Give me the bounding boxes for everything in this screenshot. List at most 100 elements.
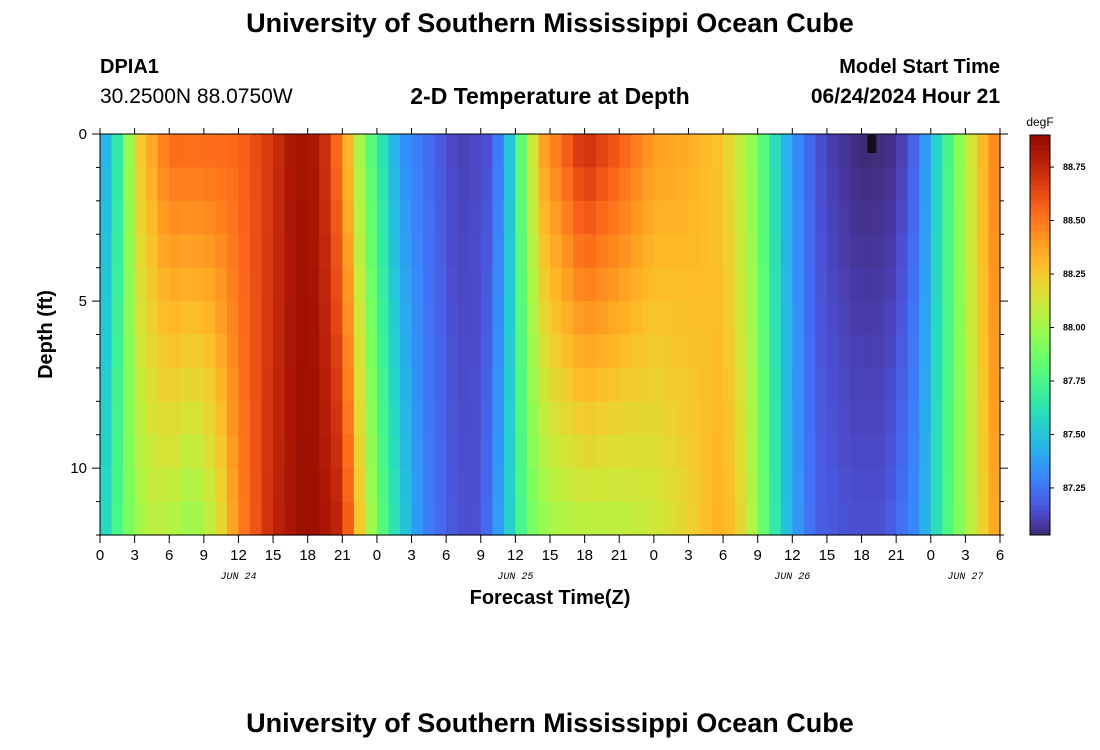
heatmap-cell (157, 134, 170, 169)
heatmap-cell (503, 334, 516, 369)
colorbar-segment (1030, 285, 1050, 291)
heatmap-cell (111, 267, 124, 302)
heatmap-cell (942, 234, 955, 269)
heatmap-cell (665, 267, 678, 302)
heatmap-cell (746, 134, 759, 169)
heatmap-cell (134, 167, 147, 202)
heatmap-cell (607, 167, 620, 202)
heatmap-cell (607, 367, 620, 402)
heatmap-cell (896, 401, 909, 436)
heatmap-cell (642, 468, 655, 503)
heatmap-cell (838, 134, 851, 169)
heatmap-cell (838, 301, 851, 336)
heatmap-cell (550, 468, 563, 503)
heatmap-cell (319, 134, 332, 169)
heatmap-cell (503, 234, 516, 269)
heatmap-cell (711, 401, 724, 436)
heatmap-cell (515, 167, 528, 202)
heatmap-cell (688, 434, 701, 469)
heatmap-cell (157, 367, 170, 402)
heatmap-cell (700, 434, 713, 469)
heatmap-cell (550, 501, 563, 536)
heatmap-cell (653, 468, 666, 503)
heatmap-cell (930, 267, 943, 302)
heatmap-cell (169, 468, 182, 503)
heatmap-cell (538, 334, 551, 369)
heatmap-cell (642, 234, 655, 269)
heatmap-cell (238, 167, 251, 202)
heatmap-cell (134, 401, 147, 436)
heatmap-cell (976, 301, 990, 336)
heatmap-cell (884, 434, 897, 469)
heatmap-cell (965, 134, 978, 169)
heatmap-cell (757, 501, 770, 536)
heatmap-cell (492, 367, 505, 402)
heatmap-cell (203, 200, 216, 235)
heatmap-cell (365, 167, 378, 202)
heatmap-cell (676, 167, 690, 202)
heatmap-cell (100, 468, 113, 503)
heatmap-cell (850, 468, 863, 503)
heatmap-cell (815, 301, 828, 336)
heatmap-cell (515, 367, 528, 402)
heatmap-cell (446, 468, 459, 503)
heatmap-cell (550, 134, 563, 169)
heatmap-cell (192, 401, 205, 436)
heatmap-cell (976, 501, 990, 536)
heatmap-cell (215, 367, 228, 402)
heatmap-cell (111, 468, 124, 503)
heatmap-cell (250, 434, 263, 469)
heatmap-cell (584, 501, 597, 536)
colorbar-segment (1030, 455, 1050, 461)
heatmap-cell (330, 200, 343, 235)
heatmap-cell (607, 401, 620, 436)
heatmap-cell (203, 401, 216, 436)
heatmap-cell (780, 434, 793, 469)
heatmap-cell (515, 501, 528, 536)
heatmap-cell (676, 401, 690, 436)
heatmap-cell (942, 167, 955, 202)
heatmap-cell (238, 401, 251, 436)
heatmap-cell (780, 401, 793, 436)
heatmap-cell (734, 401, 747, 436)
colorbar-segment (1030, 360, 1050, 366)
heatmap-cell (734, 200, 747, 235)
heatmap-cell (434, 200, 447, 235)
heatmap-cell (215, 200, 228, 235)
heatmap-cell (815, 200, 828, 235)
heatmap-cell (273, 267, 286, 302)
heatmap-cell (111, 401, 124, 436)
y-tick-label: 5 (79, 293, 87, 310)
heatmap-cell (653, 434, 666, 469)
heatmap-cell (896, 267, 909, 302)
heatmap-cell (573, 134, 586, 169)
colorbar-segment (1030, 415, 1050, 421)
heatmap-cell (976, 367, 990, 402)
heatmap-cell (826, 134, 840, 169)
colorbar-segment (1030, 325, 1050, 331)
heatmap-cell (884, 134, 897, 169)
heatmap-cell (469, 468, 482, 503)
heatmap-cell (607, 234, 620, 269)
heatmap-cell (238, 301, 251, 336)
heatmap-cell (411, 200, 424, 235)
heatmap-cell (988, 468, 1001, 503)
x-date-label: JUN 26 (774, 572, 810, 583)
colorbar-segment (1030, 350, 1050, 356)
heatmap-cell (665, 501, 678, 536)
colorbar-segment (1030, 270, 1050, 276)
heatmap-cell (815, 367, 828, 402)
heatmap-cell (157, 200, 170, 235)
heatmap-cell (284, 334, 297, 369)
heatmap-cell (884, 501, 897, 536)
heatmap-cell (492, 468, 505, 503)
heatmap-cell (734, 267, 747, 302)
heatmap-cell (976, 334, 990, 369)
heatmap-cell (792, 301, 805, 336)
heatmap-cell (376, 167, 390, 202)
heatmap-cell (446, 267, 459, 302)
heatmap-cell (319, 301, 332, 336)
heatmap-cell (780, 367, 793, 402)
heatmap-cell (446, 401, 459, 436)
heatmap-cell (411, 301, 424, 336)
